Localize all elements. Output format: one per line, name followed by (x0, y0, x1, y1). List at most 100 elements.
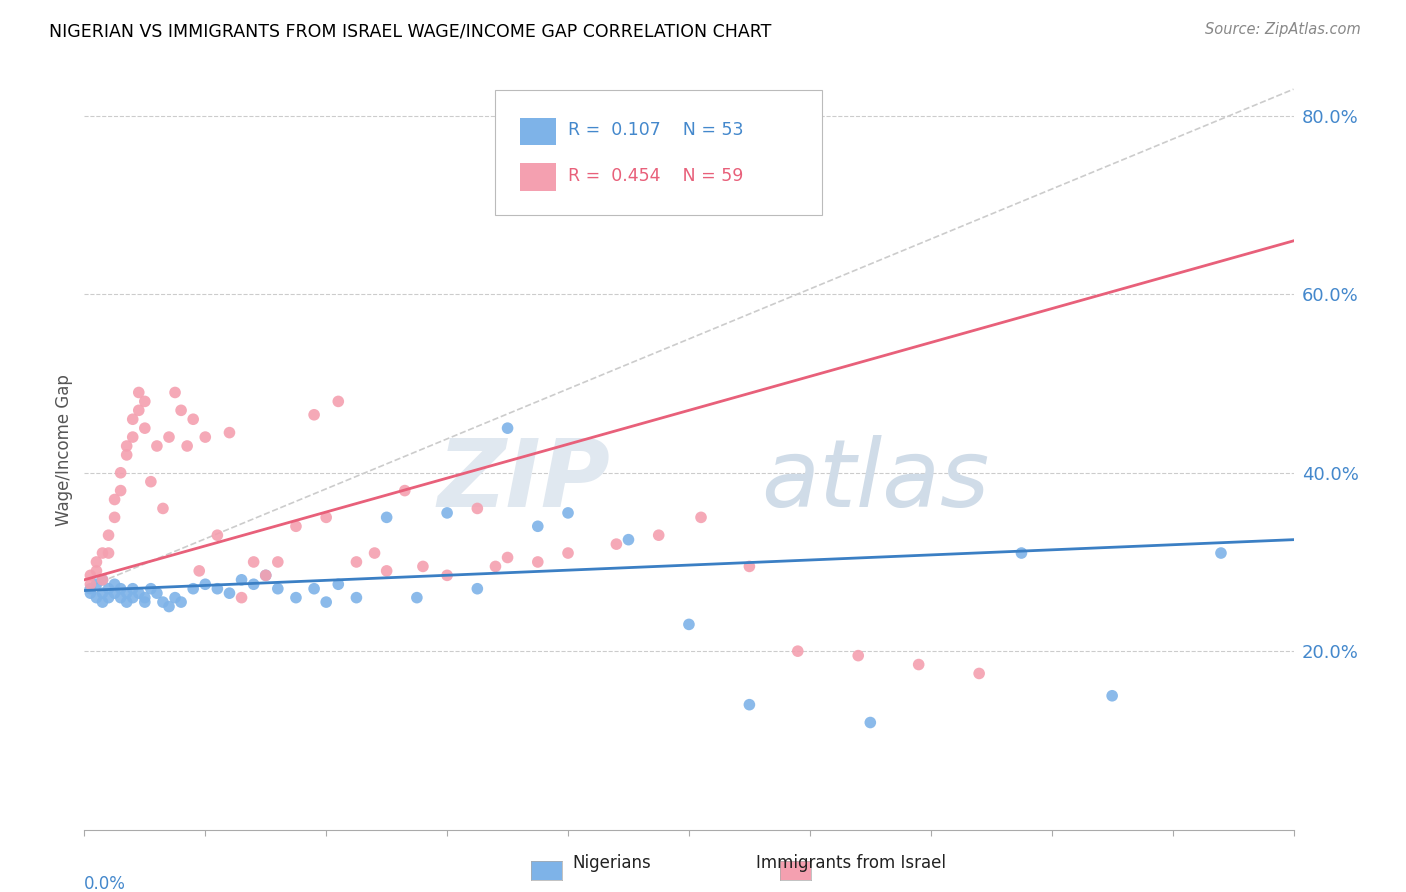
Point (97, 546, 120, 560)
Point (104, 510, 127, 524)
Point (302, 582, 325, 596)
Point (786, 644, 808, 658)
Point (134, 394, 156, 409)
Point (115, 595, 138, 609)
Point (496, 550, 519, 565)
Point (242, 555, 264, 569)
FancyBboxPatch shape (495, 90, 823, 216)
Point (97, 591, 120, 605)
Point (254, 568, 277, 582)
Point (690, 510, 713, 524)
Point (146, 439, 169, 453)
Point (846, 648, 869, 663)
Point (412, 559, 434, 574)
Point (146, 586, 169, 600)
Point (79, 568, 101, 582)
Text: Immigrants from Israel: Immigrants from Israel (755, 855, 946, 872)
Point (110, 591, 132, 605)
Point (139, 475, 162, 489)
Point (436, 506, 458, 520)
Point (104, 577, 127, 591)
Point (194, 430, 217, 444)
Point (157, 430, 180, 444)
Point (152, 595, 174, 609)
Point (91, 595, 114, 609)
Point (285, 519, 308, 533)
Point (315, 510, 337, 524)
FancyBboxPatch shape (520, 118, 555, 145)
Point (121, 591, 143, 605)
Point (527, 519, 550, 533)
Point (285, 591, 308, 605)
Point (134, 591, 156, 605)
Text: R =  0.454    N = 59: R = 0.454 N = 59 (568, 167, 744, 185)
Point (231, 573, 253, 587)
Point (121, 412, 143, 426)
Point (128, 586, 150, 600)
Point (375, 564, 398, 578)
Point (91, 573, 114, 587)
Point (859, 715, 882, 730)
Point (128, 403, 150, 417)
Point (86, 577, 108, 591)
Point (115, 439, 138, 453)
Point (738, 559, 761, 574)
Y-axis label: Wage/Income Gap: Wage/Income Gap (55, 375, 73, 526)
Point (254, 568, 277, 582)
Point (267, 555, 290, 569)
Point (170, 595, 193, 609)
Point (496, 421, 519, 435)
Point (907, 657, 929, 672)
Point (110, 582, 132, 596)
Point (188, 564, 211, 578)
Point (165, 591, 187, 605)
Text: R =  0.107    N = 53: R = 0.107 N = 53 (568, 121, 744, 139)
Text: 0.0%: 0.0% (84, 875, 127, 892)
Point (79, 586, 101, 600)
Point (363, 546, 385, 560)
Point (605, 537, 627, 551)
Point (231, 591, 253, 605)
Point (557, 546, 579, 560)
Point (104, 586, 127, 600)
Point (436, 568, 458, 582)
Point (86, 591, 108, 605)
Point (375, 510, 398, 524)
Point (394, 483, 416, 498)
Point (181, 582, 204, 596)
Point (738, 698, 761, 712)
Point (678, 617, 700, 632)
Point (267, 582, 290, 596)
Point (346, 555, 368, 569)
Point (176, 439, 198, 453)
Point (134, 595, 156, 609)
Point (1011, 546, 1033, 560)
Point (165, 385, 187, 400)
Text: NIGERIAN VS IMMIGRANTS FROM ISRAEL WAGE/INCOME GAP CORRELATION CHART: NIGERIAN VS IMMIGRANTS FROM ISRAEL WAGE/… (49, 22, 772, 40)
Point (315, 595, 337, 609)
Point (115, 448, 138, 462)
Text: Source: ZipAtlas.com: Source: ZipAtlas.com (1205, 22, 1361, 37)
Point (86, 564, 108, 578)
Point (97, 528, 120, 542)
Point (157, 599, 180, 614)
Point (617, 533, 640, 547)
Point (110, 466, 132, 480)
Point (79, 577, 101, 591)
Point (218, 586, 240, 600)
FancyBboxPatch shape (520, 163, 555, 191)
Point (121, 582, 143, 596)
Point (346, 591, 368, 605)
Point (91, 573, 114, 587)
Point (302, 408, 325, 422)
Point (104, 492, 127, 507)
Point (218, 425, 240, 440)
Point (134, 421, 156, 435)
Point (79, 582, 101, 596)
Text: ZIP: ZIP (437, 434, 610, 527)
Point (527, 555, 550, 569)
Point (207, 528, 229, 542)
Point (648, 528, 671, 542)
Text: atlas: atlas (762, 435, 990, 526)
Point (242, 577, 264, 591)
